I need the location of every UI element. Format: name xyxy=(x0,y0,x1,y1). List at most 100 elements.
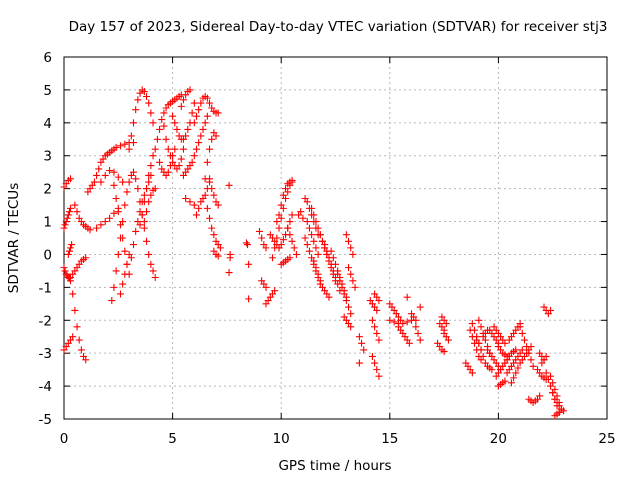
data-point xyxy=(475,339,483,347)
data-point xyxy=(305,224,313,232)
data-point xyxy=(299,214,307,222)
data-point xyxy=(347,310,355,318)
data-point xyxy=(188,158,196,166)
data-point xyxy=(97,178,105,186)
data-point xyxy=(127,132,135,140)
data-point xyxy=(308,231,316,239)
data-point xyxy=(147,109,155,117)
data-point xyxy=(143,237,151,245)
data-point xyxy=(329,254,337,262)
series-arc-40 xyxy=(262,287,279,308)
data-point xyxy=(471,326,479,334)
data-point xyxy=(171,145,179,153)
data-point xyxy=(212,132,220,140)
series-arc-61 xyxy=(355,359,363,367)
data-point xyxy=(321,241,329,249)
data-point xyxy=(134,96,142,104)
data-point xyxy=(279,191,287,199)
data-point xyxy=(358,339,366,347)
series-arc-86 xyxy=(494,343,513,360)
data-point xyxy=(345,237,353,245)
data-point xyxy=(262,283,270,291)
data-point xyxy=(195,106,203,114)
x-tick-label: 0 xyxy=(60,431,69,447)
data-point xyxy=(312,218,320,226)
data-point xyxy=(164,168,172,176)
data-point xyxy=(332,260,339,268)
data-point xyxy=(203,94,211,102)
series-arc-65 xyxy=(371,290,383,305)
data-point xyxy=(368,352,376,360)
data-point xyxy=(529,362,537,370)
data-point xyxy=(536,392,544,400)
data-point xyxy=(67,175,75,183)
data-point xyxy=(190,119,198,127)
data-point xyxy=(201,191,209,199)
data-point xyxy=(151,185,159,193)
series-arc-96 xyxy=(538,352,550,367)
data-point xyxy=(138,211,146,219)
data-point xyxy=(151,145,159,153)
data-point xyxy=(386,316,394,324)
y-tick-label: -1 xyxy=(39,280,52,296)
data-point xyxy=(71,201,79,209)
data-point xyxy=(145,99,153,107)
data-point xyxy=(507,379,515,387)
data-point xyxy=(208,185,216,193)
series-arc-17 xyxy=(127,171,155,262)
data-point xyxy=(560,407,568,415)
data-point xyxy=(303,218,311,226)
data-point xyxy=(61,267,69,275)
data-point xyxy=(273,234,281,242)
x-tick-label: 20 xyxy=(490,431,507,447)
series-arc-88 xyxy=(501,346,520,367)
data-point xyxy=(97,221,105,229)
data-point xyxy=(518,346,526,354)
series-arc-28 xyxy=(190,92,222,127)
data-point xyxy=(208,224,216,232)
data-point xyxy=(345,264,353,272)
data-point xyxy=(60,224,68,232)
data-point xyxy=(145,198,153,206)
series-arc-32 xyxy=(206,175,222,209)
data-point xyxy=(347,244,355,252)
data-point xyxy=(112,144,120,151)
data-point xyxy=(143,185,151,193)
data-point xyxy=(284,224,292,232)
data-point xyxy=(355,359,363,367)
series-arc-29 xyxy=(192,178,214,219)
data-point xyxy=(282,185,290,193)
data-point xyxy=(516,323,524,331)
data-point xyxy=(468,369,476,377)
data-point xyxy=(488,366,496,374)
series-arc-70 xyxy=(408,310,420,324)
data-point xyxy=(127,254,135,262)
data-point xyxy=(475,316,483,324)
data-point xyxy=(351,283,359,291)
data-point xyxy=(140,191,148,199)
data-point xyxy=(203,204,211,212)
data-point xyxy=(371,359,379,367)
data-point xyxy=(414,329,422,337)
data-point xyxy=(258,234,266,242)
data-point xyxy=(549,389,557,397)
series-arc-47 xyxy=(295,208,307,222)
data-point xyxy=(399,320,407,328)
data-point xyxy=(164,145,172,153)
data-point xyxy=(225,181,233,189)
series-arc-87 xyxy=(494,377,509,390)
series-arc-56 xyxy=(334,270,355,318)
data-point xyxy=(360,346,368,354)
series-arc-27 xyxy=(182,195,198,209)
data-point xyxy=(112,195,120,203)
x-tick-label: 15 xyxy=(381,431,398,447)
data-point xyxy=(206,175,214,183)
data-point xyxy=(255,227,263,235)
series-arc-38 xyxy=(255,227,270,252)
data-point xyxy=(68,241,76,249)
data-point xyxy=(101,218,109,226)
data-point xyxy=(101,171,109,179)
data-point xyxy=(177,102,185,110)
data-point xyxy=(156,125,164,133)
data-point xyxy=(442,320,450,328)
